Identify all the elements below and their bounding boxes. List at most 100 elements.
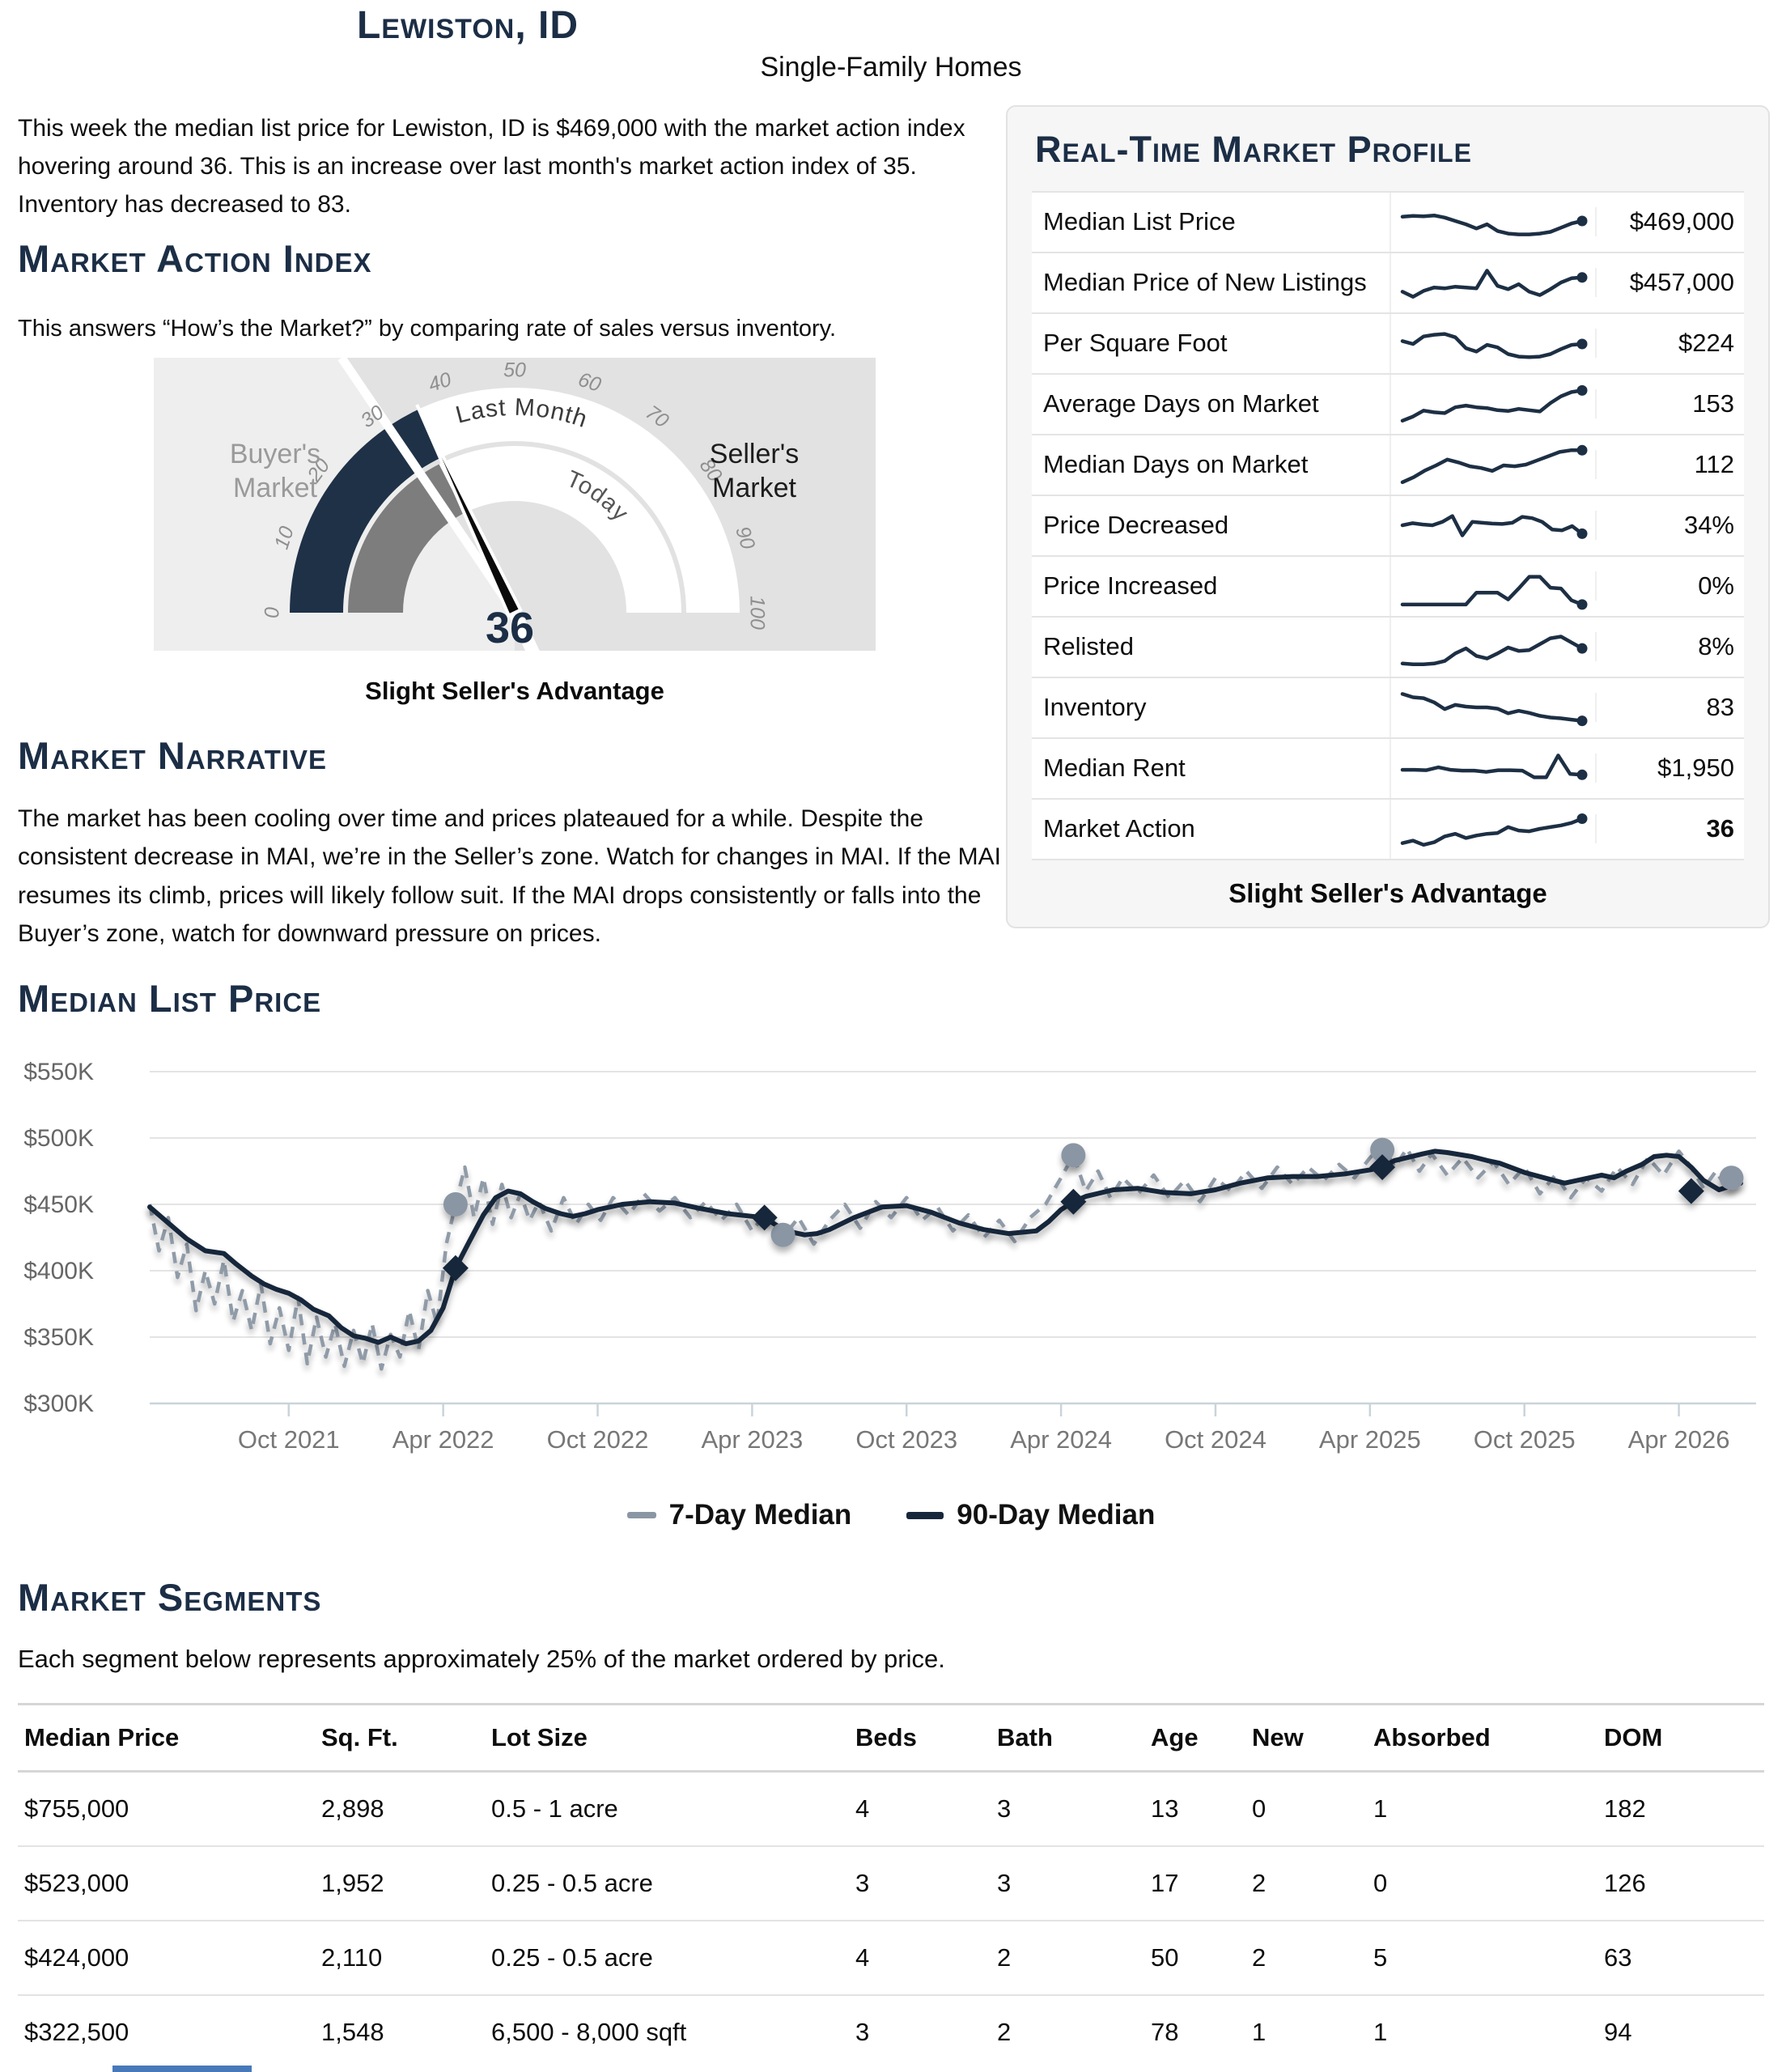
table-cell: 0.25 - 0.5 acre bbox=[485, 1921, 849, 1996]
metric-sparkline bbox=[1390, 799, 1595, 859]
table-cell: 2,110 bbox=[315, 1921, 485, 1996]
table-cell: 1 bbox=[1252, 2018, 1266, 2046]
sparkline-chart bbox=[1400, 384, 1588, 423]
metric-label: Average Days on Market bbox=[1043, 389, 1319, 418]
metric-sparkline bbox=[1390, 253, 1595, 312]
svg-text:$300K: $300K bbox=[24, 1391, 94, 1417]
table-cell: 2 bbox=[991, 1921, 1144, 1996]
segments-column-header: Beds bbox=[849, 1703, 991, 1773]
sparkline-chart bbox=[1400, 813, 1588, 847]
sparkline-chart bbox=[1400, 754, 1588, 780]
segments-column-header: Lot Size bbox=[485, 1703, 849, 1773]
metric-value: 36 bbox=[1595, 814, 1739, 843]
svg-text:$450K: $450K bbox=[24, 1191, 94, 1218]
table-cell: 6,500 - 8,000 sqft bbox=[491, 2018, 687, 2046]
table-cell: 4 bbox=[849, 1921, 991, 1996]
metric-sparkline bbox=[1390, 313, 1595, 373]
svg-text:Oct 2021: Oct 2021 bbox=[238, 1425, 340, 1454]
profile-row: Median Rent $1,950 bbox=[1032, 738, 1744, 800]
segments-column-header: Age bbox=[1144, 1703, 1245, 1773]
table-cell: 1 bbox=[1373, 2018, 1388, 2046]
segments-column-header: Bath bbox=[991, 1703, 1144, 1773]
table-cell: 3 bbox=[849, 1846, 991, 1921]
metric-label: Median List Price bbox=[1043, 207, 1236, 236]
metric-label: Per Square Foot bbox=[1043, 329, 1228, 357]
svg-text:Oct 2022: Oct 2022 bbox=[547, 1425, 649, 1454]
table-cell: 2 bbox=[1245, 1921, 1367, 1996]
table-cell: 182 bbox=[1597, 1771, 1764, 1847]
metric-label: Relisted bbox=[1043, 632, 1134, 660]
metric-value: 34% bbox=[1595, 511, 1739, 540]
metric-label: Price Decreased bbox=[1043, 511, 1229, 539]
svg-text:$400K: $400K bbox=[24, 1258, 94, 1284]
table-cell: 3 bbox=[855, 2018, 870, 2046]
profile-rows: Median List Price $469,000 Median Price of… bbox=[1032, 190, 1744, 860]
table-cell: 63 bbox=[1597, 1921, 1764, 1996]
table-cell: 5 bbox=[1367, 1921, 1597, 1996]
metric-label: Market Action bbox=[1043, 814, 1195, 843]
legend-90day-label: 90-Day Median bbox=[957, 1499, 1156, 1531]
segments-column-header: Sq. Ft. bbox=[315, 1703, 485, 1773]
sparkline-chart bbox=[1400, 269, 1588, 299]
svg-text:Oct 2023: Oct 2023 bbox=[855, 1425, 957, 1454]
metric-sparkline bbox=[1390, 738, 1595, 798]
legend-item-90day: 90-Day Median bbox=[906, 1499, 1155, 1531]
table-cell: 50 bbox=[1144, 1921, 1245, 1996]
market-segments-description: Each segment below represents approximat… bbox=[18, 1645, 945, 1673]
svg-text:Apr 2026: Apr 2026 bbox=[1628, 1425, 1730, 1454]
price-history-chart: $550K $500K $450K $400K $350K $300K Oct 2021 Ap… bbox=[23, 1059, 1756, 1454]
table-cell: $755,000 bbox=[18, 1771, 315, 1847]
metric-sparkline bbox=[1390, 435, 1595, 495]
metric-value: $457,000 bbox=[1595, 268, 1739, 297]
section-heading-market-action-index: Market Action Index bbox=[18, 237, 372, 280]
svg-text:Apr 2022: Apr 2022 bbox=[392, 1425, 494, 1454]
intro-paragraph: This week the median list price for Lewi… bbox=[18, 115, 965, 218]
table-cell: $424,000 bbox=[18, 1921, 315, 1996]
table-cell: 2 bbox=[997, 2018, 1012, 2046]
table-cell: 94 bbox=[1604, 2018, 1632, 2046]
table-cell: 13 bbox=[1144, 1771, 1245, 1847]
sparkline-chart bbox=[1400, 444, 1588, 485]
metric-value: $224 bbox=[1595, 329, 1739, 358]
table-cell: 3 bbox=[991, 1771, 1144, 1847]
profile-card-title: Real-Time Market Profile bbox=[1035, 129, 1472, 170]
table-cell: 4 bbox=[849, 1771, 991, 1847]
profile-row: Median Price of New Listings $457,000 bbox=[1032, 253, 1744, 314]
market-action-description: This answers “How’s the Market?” by comp… bbox=[18, 316, 837, 342]
svg-text:Apr 2024: Apr 2024 bbox=[1010, 1425, 1112, 1454]
metric-label: Median Price of New Listings bbox=[1043, 268, 1367, 296]
metric-value: $1,950 bbox=[1595, 754, 1739, 783]
segments-column-header: New bbox=[1245, 1703, 1367, 1773]
profile-row: Median List Price $469,000 bbox=[1032, 192, 1744, 253]
svg-text:Oct 2025: Oct 2025 bbox=[1474, 1425, 1576, 1454]
legend-7day-label: 7-Day Median bbox=[668, 1499, 852, 1531]
metric-label: Median Rent bbox=[1043, 754, 1186, 782]
metric-label: Inventory bbox=[1043, 693, 1147, 721]
table-cell: 78 bbox=[1151, 2018, 1179, 2046]
table-cell: 126 bbox=[1597, 1846, 1764, 1921]
svg-text:0: 0 bbox=[261, 607, 284, 618]
svg-text:Market: Market bbox=[233, 473, 317, 503]
profile-row: Price Decreased 34% bbox=[1032, 495, 1744, 557]
legend-item-7day: 7-Day Median bbox=[626, 1499, 852, 1531]
sparkline-chart bbox=[1400, 332, 1588, 359]
profile-status-text: Slight Seller's Advantage bbox=[1228, 877, 1547, 908]
segments-header-row: Median Price Sq. Ft. Lot Size Beds Bath Age Ne… bbox=[18, 1703, 1764, 1773]
metric-value: 153 bbox=[1595, 389, 1739, 418]
footer-bar-partial bbox=[112, 2066, 252, 2072]
table-row: $424,000 2,110 0.25 - 0.5 acre 4 2 50 2 5 63 bbox=[18, 1921, 1764, 1996]
metric-sparkline bbox=[1390, 617, 1595, 677]
metric-label: Price Increased bbox=[1043, 571, 1218, 600]
segments-column-header: Absorbed bbox=[1367, 1703, 1597, 1773]
svg-text:100: 100 bbox=[745, 596, 768, 630]
metric-sparkline bbox=[1390, 677, 1595, 737]
svg-text:Buyer's: Buyer's bbox=[230, 439, 320, 469]
sparkline-chart bbox=[1400, 213, 1588, 236]
metric-sparkline bbox=[1390, 556, 1595, 616]
market-segments-table: Median Price Sq. Ft. Lot Size Beds Bath Age Ne… bbox=[18, 1703, 1764, 2069]
sparkline-chart bbox=[1400, 514, 1588, 539]
table-row: $322,500 1,548 6,500 - 8,000 sqft 3 2 78 1 1 94 bbox=[18, 1995, 1764, 2069]
metric-value: 8% bbox=[1595, 632, 1739, 661]
table-cell: $523,000 bbox=[18, 1846, 315, 1921]
